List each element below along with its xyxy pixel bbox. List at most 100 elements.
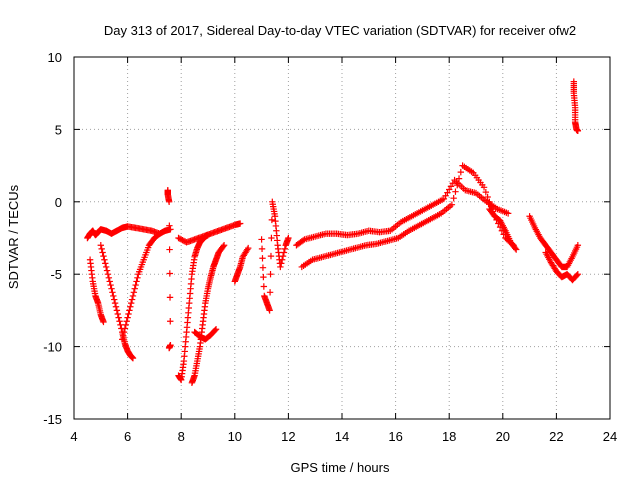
data-point bbox=[120, 328, 128, 336]
data-point bbox=[280, 249, 288, 256]
data-point bbox=[114, 310, 121, 318]
data-point bbox=[454, 181, 461, 189]
data-point bbox=[134, 274, 141, 282]
data-point bbox=[165, 198, 173, 205]
series-late-band bbox=[526, 213, 582, 271]
series-mid-lower bbox=[191, 326, 220, 343]
series-band-upper bbox=[293, 176, 512, 249]
data-point bbox=[278, 260, 285, 267]
series-mid-dip-b bbox=[188, 242, 228, 386]
data-point bbox=[100, 318, 107, 326]
series-early-drop-a bbox=[86, 256, 107, 326]
data-point bbox=[119, 336, 126, 343]
data-point bbox=[165, 344, 173, 352]
series-afternoon-drop bbox=[486, 205, 520, 253]
x-tick-label: 22 bbox=[549, 429, 563, 444]
data-point bbox=[132, 281, 139, 289]
data-point bbox=[111, 296, 118, 303]
x-tick-label: 8 bbox=[178, 429, 185, 444]
x-axis-label: GPS time / hours bbox=[291, 460, 390, 475]
data-point bbox=[279, 252, 287, 260]
data-point bbox=[452, 188, 459, 195]
data-point bbox=[219, 243, 227, 250]
data-point bbox=[100, 252, 107, 260]
series-late-lower bbox=[542, 249, 582, 284]
data-point bbox=[166, 222, 173, 229]
series-mid-dip bbox=[175, 231, 212, 384]
data-point bbox=[277, 263, 284, 271]
data-point bbox=[212, 326, 220, 333]
data-point bbox=[504, 210, 512, 217]
data-point bbox=[108, 285, 115, 292]
data-point bbox=[124, 314, 131, 321]
data-point bbox=[266, 307, 273, 314]
data-point bbox=[266, 289, 274, 296]
y-tick-label: -10 bbox=[43, 340, 62, 355]
data-point bbox=[236, 220, 244, 227]
data-point bbox=[122, 321, 130, 329]
x-tick-label: 24 bbox=[603, 429, 617, 444]
data-point bbox=[484, 193, 491, 201]
data-point bbox=[102, 263, 110, 271]
data-point bbox=[111, 299, 119, 307]
data-point bbox=[480, 184, 488, 191]
x-tick-label: 20 bbox=[496, 429, 510, 444]
data-point bbox=[126, 307, 133, 314]
data-point bbox=[131, 285, 138, 292]
data-point bbox=[104, 271, 112, 278]
data-point bbox=[129, 354, 137, 362]
data-point bbox=[99, 249, 106, 256]
data-point bbox=[98, 245, 105, 253]
data-point bbox=[166, 246, 173, 253]
data-point bbox=[268, 216, 276, 224]
data-point bbox=[450, 194, 457, 202]
x-tick-label: 6 bbox=[124, 429, 131, 444]
data-point bbox=[220, 242, 228, 249]
series-early-band bbox=[84, 223, 163, 242]
data-point bbox=[299, 237, 307, 244]
data-point bbox=[106, 278, 113, 285]
y-tick-label: 0 bbox=[55, 195, 62, 210]
data-point bbox=[211, 326, 219, 334]
series-mid-band bbox=[175, 220, 244, 246]
axis-ticks: 4 6 8 10 12 14 16 18 20 22 24 10 5 0 -5 -10 -15 bbox=[43, 50, 617, 444]
data-point bbox=[110, 292, 117, 300]
series-late-spike bbox=[570, 78, 582, 135]
data-point bbox=[512, 245, 519, 252]
x-tick-label: 14 bbox=[335, 429, 349, 444]
data-point bbox=[116, 318, 123, 325]
data-point bbox=[166, 270, 174, 277]
data-point bbox=[112, 303, 120, 310]
data-point bbox=[117, 321, 124, 329]
data-point bbox=[267, 252, 275, 260]
series-cluster-11 bbox=[258, 198, 292, 314]
y-axis-label: SDTVAR / TECUs bbox=[6, 184, 21, 289]
data-points bbox=[84, 78, 582, 386]
data-point bbox=[245, 244, 252, 252]
data-point bbox=[103, 267, 111, 274]
data-point bbox=[267, 271, 274, 278]
data-point bbox=[260, 283, 268, 290]
data-point bbox=[109, 289, 116, 296]
data-point bbox=[130, 289, 138, 296]
data-point bbox=[129, 292, 137, 300]
data-point bbox=[125, 310, 132, 318]
data-point bbox=[105, 274, 113, 282]
data-point bbox=[107, 281, 114, 289]
data-point bbox=[573, 271, 581, 279]
data-point bbox=[482, 188, 490, 196]
data-point bbox=[259, 255, 266, 262]
y-tick-label: -15 bbox=[43, 412, 62, 427]
data-point bbox=[278, 256, 286, 263]
data-point bbox=[244, 246, 251, 253]
y-tick-label: 5 bbox=[55, 122, 62, 137]
data-point bbox=[448, 201, 456, 208]
data-point bbox=[260, 273, 267, 281]
data-point bbox=[259, 264, 267, 271]
data-point bbox=[513, 246, 520, 253]
chart-title: Day 313 of 2017, Sidereal Day-to-day VTE… bbox=[104, 23, 576, 38]
data-point bbox=[574, 242, 582, 249]
data-point bbox=[457, 168, 465, 176]
data-point bbox=[167, 226, 174, 233]
